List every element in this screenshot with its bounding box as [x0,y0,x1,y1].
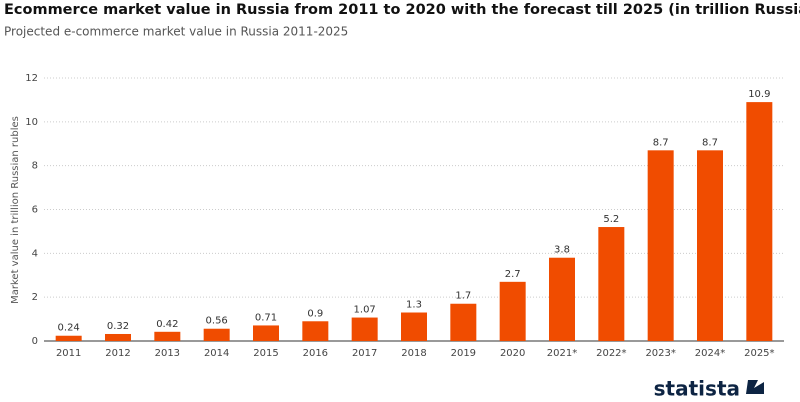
bar [598,227,625,341]
value-label: 0.56 [206,316,228,327]
value-label: 0.71 [255,312,277,323]
bar [746,102,773,341]
bar [105,333,131,341]
brand-icon [746,380,764,394]
value-label: 0.24 [58,323,80,334]
bar [203,328,230,341]
chart-title: Ecommerce market value in Russia from 20… [4,2,800,18]
value-label: 1.07 [354,305,376,316]
bar [499,281,526,341]
value-label: 5.2 [603,214,619,225]
x-tick-label: 2013 [155,348,180,359]
value-label: 8.7 [653,137,669,148]
y-tick-label: 12 [25,73,38,84]
chart-subtitle: Projected e-commerce market value in Rus… [4,25,348,39]
x-tick-label: 2019 [451,348,476,359]
value-label: 0.9 [307,308,323,319]
value-label: 0.42 [156,319,178,330]
y-tick-label: 2 [32,292,38,303]
bar [647,150,674,341]
bar [154,331,181,341]
value-label: 3.8 [554,245,570,256]
x-tick-label: 2022* [596,348,626,359]
y-axis-label: Market value in trillion Russian rubles [10,116,21,304]
value-label: 8.7 [702,137,718,148]
bar [450,303,477,341]
x-tick-label: 2020 [500,348,525,359]
x-tick-label: 2018 [401,348,426,359]
x-tick-label: 2012 [105,348,130,359]
y-tick-label: 8 [32,161,38,172]
x-tick-label: 2025* [744,348,774,359]
bar [55,335,82,341]
value-label: 1.7 [455,291,471,302]
value-label: 2.7 [505,269,521,280]
bar [401,312,427,341]
y-tick-label: 10 [25,117,38,128]
y-tick-label: 6 [32,205,38,216]
value-label: 10.9 [748,89,770,100]
bar [549,257,575,341]
value-label: 1.3 [406,300,422,311]
brand-logo: statista [654,377,740,401]
x-tick-label: 2011 [56,348,81,359]
bar [302,321,329,341]
y-tick-label: 0 [32,336,38,347]
x-tick-label: 2015 [253,348,278,359]
x-tick-label: 2016 [303,348,328,359]
bar [253,325,279,341]
bar [351,317,378,341]
x-tick-label: 2014 [204,348,229,359]
x-tick-label: 2017 [352,348,377,359]
x-tick-label: 2023* [645,348,675,359]
x-tick-label: 2021* [547,348,577,359]
bar [697,150,723,341]
x-tick-label: 2024* [695,348,725,359]
y-tick-label: 4 [32,248,38,259]
value-label: 0.32 [107,321,129,332]
